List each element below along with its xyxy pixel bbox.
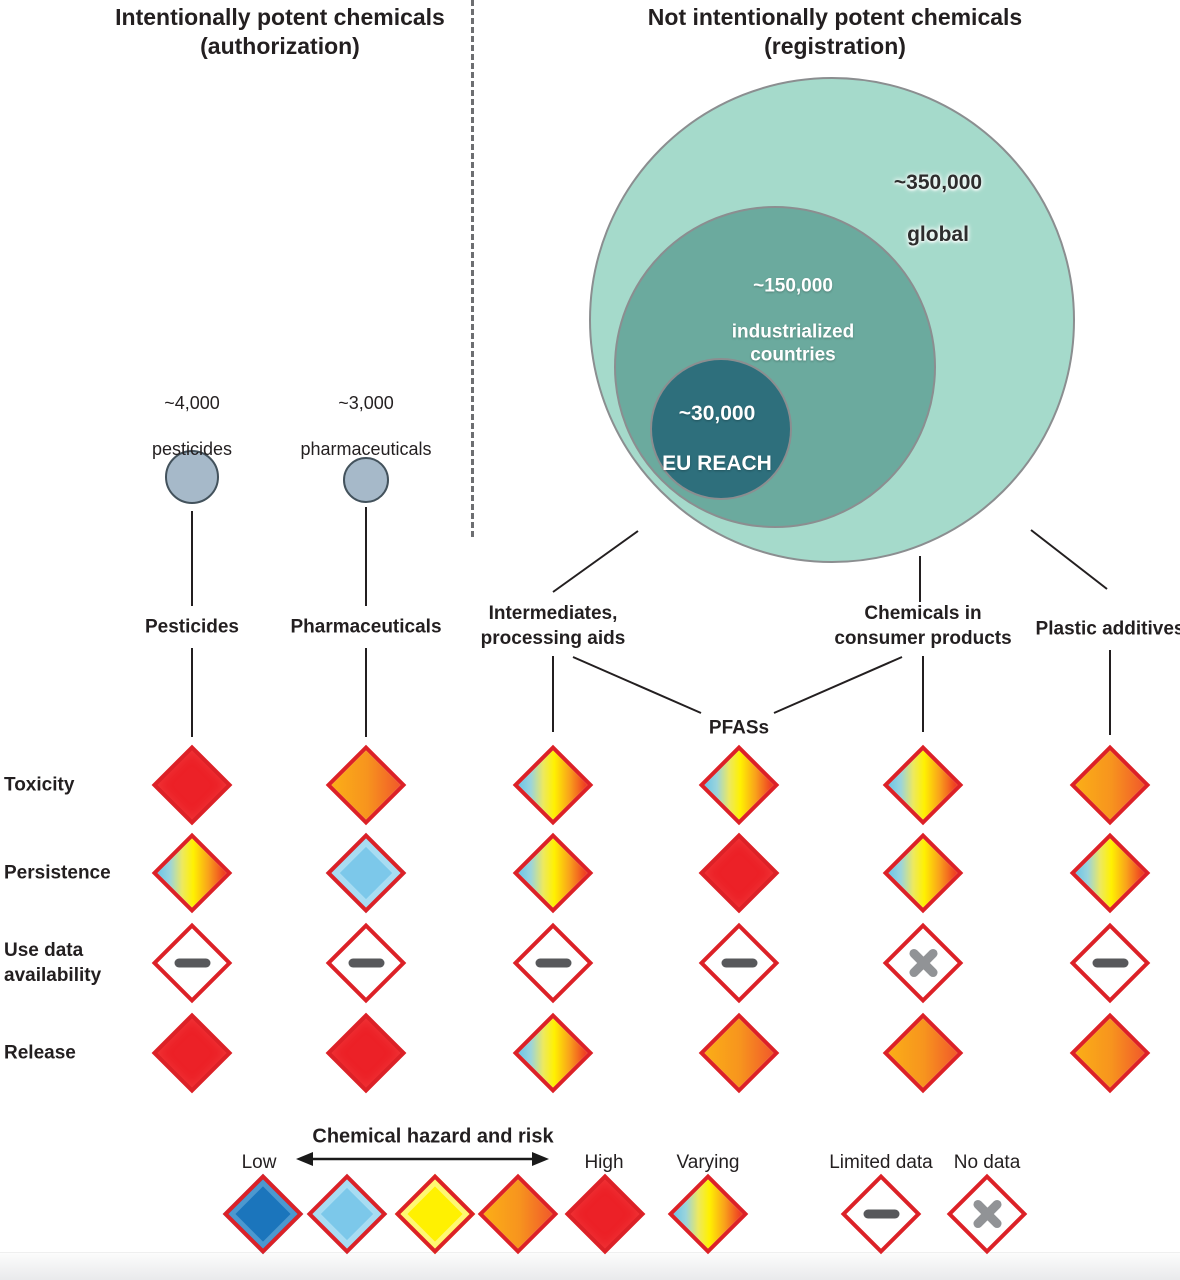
pesticides-count: ~4,000 [164, 393, 220, 413]
cross-icon [968, 1195, 1006, 1233]
pharmaceuticals-circle [343, 457, 389, 503]
legend-diamond-red [564, 1173, 646, 1255]
dash-mark-icon [715, 939, 764, 988]
diamond-toxicity-plastic-additives [1069, 744, 1151, 826]
eu-reach-count: ~30,000 [678, 402, 756, 425]
diamond-persistence-pesticides [151, 832, 233, 914]
heading-registration-line1: Not intentionally potent chemicals [647, 4, 1023, 30]
cross-icon [904, 944, 942, 982]
diamond-use-data-availability-intermediates-processing-aids [512, 922, 594, 1004]
global-name: global [907, 223, 969, 246]
column-label-intermediates-processing-aids: Intermediates, processing aids [480, 603, 626, 649]
diamond-toxicity-chemicals-in-consumer-products [882, 744, 964, 826]
heading-authorization-line2: (authorization) [200, 33, 360, 59]
dash-mark-icon [168, 939, 217, 988]
column-label-pharmaceuticals: Pharmaceuticals [290, 616, 442, 638]
diamond-use-data-availability-pesticides [151, 922, 233, 1004]
dash-icon [348, 958, 384, 968]
diamond-use-data-availability-chemicals-in-consumer-products [882, 922, 964, 1004]
diamond-release-plastic-additives [1069, 1012, 1151, 1094]
legend-limited-label: Limited data [829, 1152, 933, 1173]
diamond-use-data-availability-pfass [698, 922, 780, 1004]
legend-diamond-orange [477, 1173, 559, 1255]
diamond-persistence-intermediates-processing-aids [512, 832, 594, 914]
legend-nodata-label: No data [953, 1152, 1021, 1173]
legend-varying-label: Varying [676, 1152, 740, 1173]
pesticides-name: pesticides [151, 439, 233, 459]
legend-diamond-blue [222, 1173, 304, 1255]
dash-mark-icon [1086, 939, 1135, 988]
heading-registration: Not intentionally potent chemicals (regi… [615, 3, 1055, 61]
x-mark-icon [963, 1190, 1012, 1239]
legend-diamond-no-data [946, 1173, 1028, 1255]
diamond-toxicity-pesticides [151, 744, 233, 826]
row-label-use-data-availability: Use data availability [4, 940, 102, 986]
diamond-release-intermediates-processing-aids [512, 1012, 594, 1094]
dash-icon [721, 958, 757, 968]
eu-reach-name: EU REACH [662, 452, 772, 475]
diamond-release-pharmaceuticals [325, 1012, 407, 1094]
diamond-toxicity-pharmaceuticals [325, 744, 407, 826]
dash-mark-icon [342, 939, 391, 988]
dash-icon [1092, 958, 1128, 968]
diamond-persistence-chemicals-in-consumer-products [882, 832, 964, 914]
diamond-persistence-plastic-additives [1069, 832, 1151, 914]
label-global: ~350,000 global [894, 144, 982, 248]
diamond-use-data-availability-plastic-additives [1069, 922, 1151, 1004]
column-label-chemicals-in-consumer-products: Chemicals in consumer products [834, 603, 1012, 649]
legend-high-label: High [584, 1152, 624, 1173]
x-mark-icon [899, 939, 948, 988]
diamond-use-data-availability-pharmaceuticals [325, 922, 407, 1004]
dash-icon [174, 958, 210, 968]
industrialized-name: industrialized countries [731, 321, 855, 366]
page-bottom-band [0, 1252, 1180, 1280]
dash-mark-icon [529, 939, 578, 988]
legend-low-label: Low [241, 1152, 277, 1173]
diamond-persistence-pfass [698, 832, 780, 914]
diamond-toxicity-pfass [698, 744, 780, 826]
label-eu-reach: ~30,000 EU REACH [662, 376, 772, 476]
column-label-pesticides: Pesticides [145, 616, 239, 638]
diamond-persistence-pharmaceuticals [325, 832, 407, 914]
legend-title: Chemical hazard and risk [312, 1125, 554, 1148]
legend-diamond-lightblue [306, 1173, 388, 1255]
pesticides-circle [165, 450, 219, 504]
label-pesticides-count: ~4,000 pesticides [152, 369, 232, 461]
pharmaceuticals-name: pharmaceuticals [300, 439, 432, 459]
dash-icon [863, 1209, 899, 1219]
row-label-release: Release [4, 1042, 76, 1064]
heading-authorization: Intentionally potent chemicals (authoriz… [60, 3, 500, 61]
diamond-release-chemicals-in-consumer-products [882, 1012, 964, 1094]
dash-icon [535, 958, 571, 968]
euler-circle-eu-reach [650, 358, 792, 500]
diamond-release-pesticides [151, 1012, 233, 1094]
pharmaceuticals-count: ~3,000 [338, 393, 394, 413]
label-pharmaceuticals-count: ~3,000 pharmaceuticals [300, 369, 431, 461]
dashed-divider [471, 0, 474, 537]
legend-diamond-yellow [394, 1173, 476, 1255]
label-industrialized: ~150,000 industrialized countries [732, 252, 854, 367]
legend-diamond-varying [667, 1173, 749, 1255]
column-label-plastic-additives: Plastic additives [1035, 618, 1180, 640]
heading-registration-line2: (registration) [764, 33, 906, 59]
industrialized-count: ~150,000 [753, 275, 833, 297]
heading-authorization-line1: Intentionally potent chemicals [115, 4, 445, 30]
diamond-toxicity-intermediates-processing-aids [512, 744, 594, 826]
diamond-release-pfass [698, 1012, 780, 1094]
row-label-toxicity: Toxicity [4, 774, 75, 796]
global-count: ~350,000 [893, 171, 983, 194]
legend-diamond-limited-data [840, 1173, 922, 1255]
dash-mark-icon [857, 1190, 906, 1239]
column-label-pfass: PFASs [708, 717, 770, 739]
row-label-persistence: Persistence [4, 862, 111, 884]
